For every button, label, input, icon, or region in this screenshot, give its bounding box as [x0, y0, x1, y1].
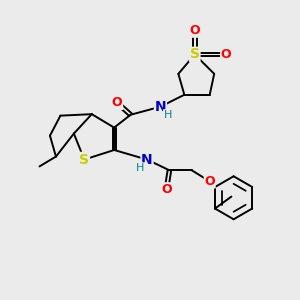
Text: N: N: [154, 100, 166, 114]
Text: H: H: [164, 110, 172, 120]
Text: O: O: [161, 183, 172, 196]
Text: O: O: [221, 48, 232, 61]
Text: S: S: [190, 47, 200, 61]
Text: O: O: [204, 175, 215, 188]
Text: H: H: [136, 163, 145, 173]
Text: O: O: [112, 96, 122, 109]
Text: S: S: [79, 153, 89, 166]
Text: N: N: [141, 153, 153, 166]
Text: O: O: [190, 24, 200, 37]
